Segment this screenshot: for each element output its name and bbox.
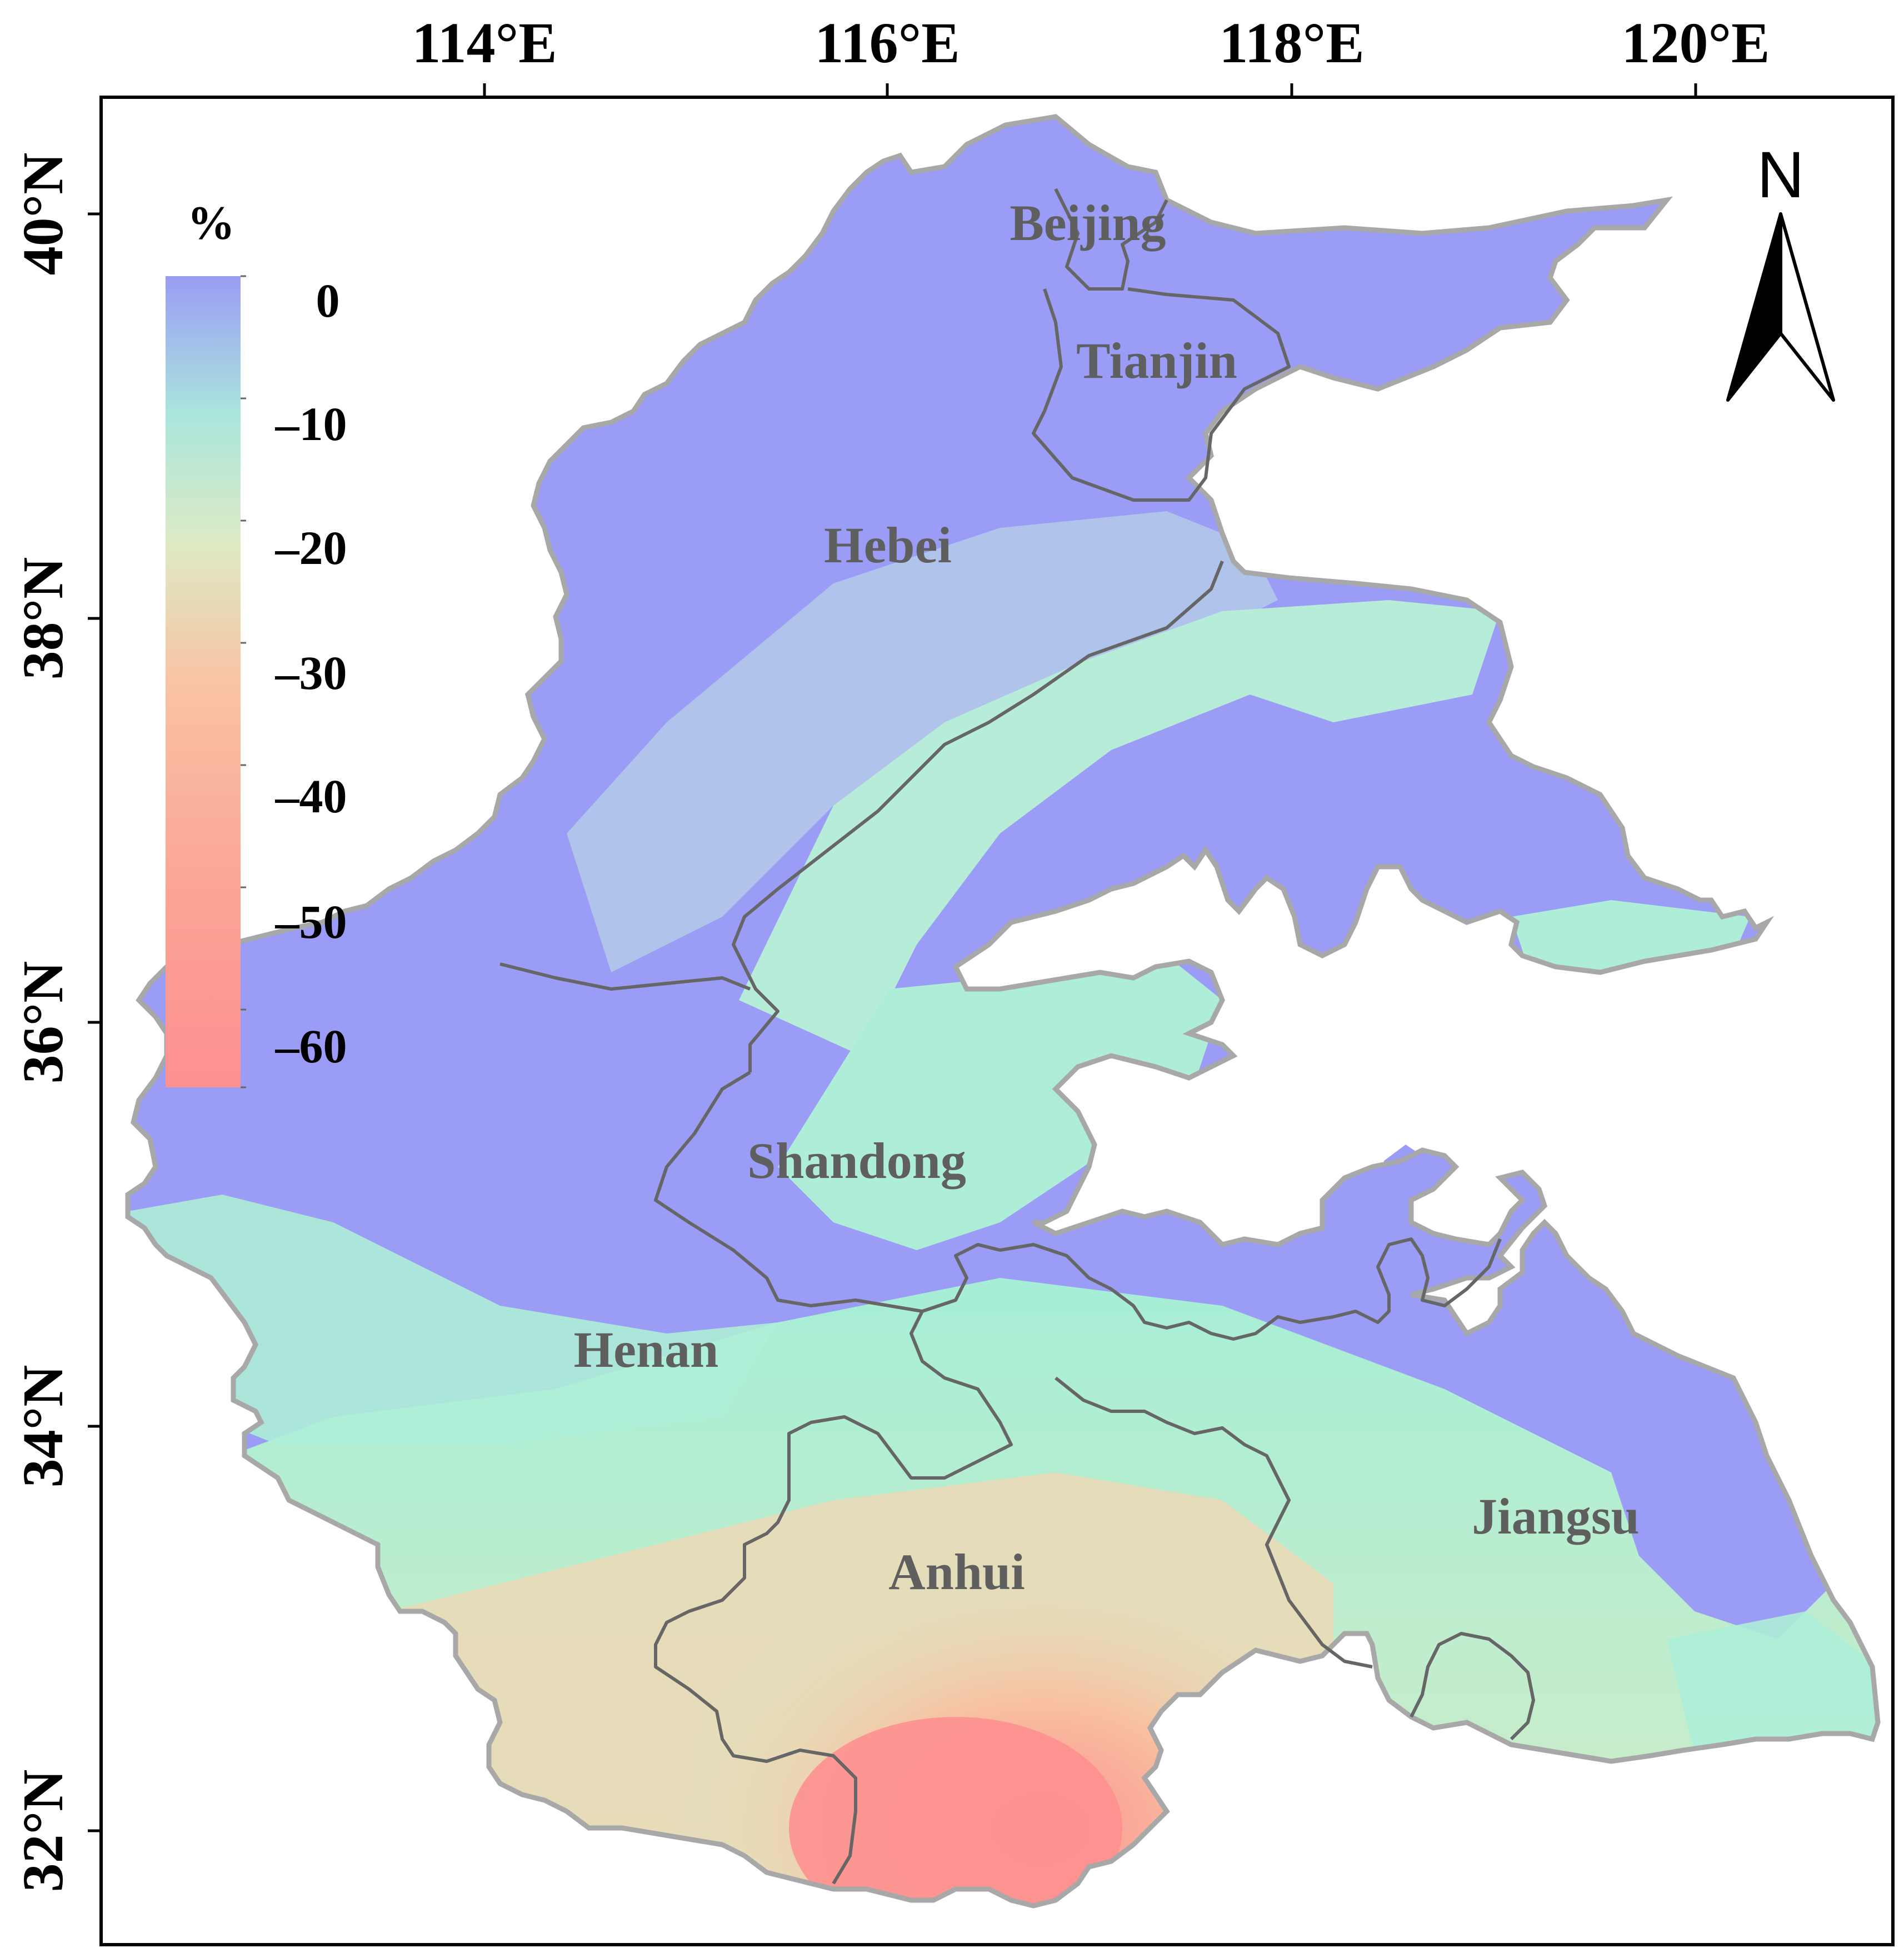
x-tick-label: 116°E: [814, 11, 960, 75]
legend-tick-label: 0: [316, 274, 340, 327]
legend-tick-label: –40: [275, 770, 347, 823]
raster-henan-west: [128, 1195, 778, 1445]
raster-shandong-north: [739, 600, 1500, 1056]
label-jiangsu: Jiangsu: [1472, 1488, 1640, 1545]
boundary-tianjin: [1032, 287, 1291, 502]
label-hebei: Hebei: [824, 517, 952, 573]
legend-unit: %: [187, 196, 235, 249]
label-tianjin: Tianjin: [1076, 332, 1237, 389]
north-arrow: N: [1726, 138, 1835, 402]
north-arrow-left-half: [1726, 212, 1782, 402]
boundary-beijing: [1054, 188, 1168, 291]
x-axis-ticks: [483, 83, 1697, 97]
x-axis-labels: 114°E 116°E 118°E 120°E: [412, 11, 1770, 75]
label-henan: Henan: [574, 1321, 719, 1378]
boundary-anhui-jiangsu: [1055, 1376, 1373, 1669]
boundary-jiangsu-inner: [1410, 1632, 1535, 1741]
boundary-henan-anhui: [654, 1310, 1013, 1885]
boundary-shandong-henan: [654, 1071, 923, 1313]
boundary-hebei-henan: [499, 962, 751, 991]
raster-south-red-core: [789, 1717, 1122, 1906]
legend-tick-label: –60: [275, 1020, 347, 1073]
y-axis-labels: 40°N 38°N 36°N 34°N 32°N: [11, 153, 75, 1892]
land-raster: [128, 117, 1878, 1906]
x-tick-label: 118°E: [1219, 11, 1364, 75]
x-tick-label: 120°E: [1622, 11, 1770, 75]
label-shandong: Shandong: [747, 1132, 966, 1189]
legend-color-bar: [166, 276, 241, 1087]
legend: % 0 –10 –20 –30 –40 –50 –60: [166, 196, 347, 1088]
y-tick-label: 32°N: [11, 1770, 75, 1892]
province-boundaries: [499, 188, 1535, 1885]
boundary-shandong-jiangsu: [922, 1237, 1502, 1341]
raster-shandong-east: [778, 956, 1222, 1250]
legend-tick-label: –10: [275, 397, 347, 451]
legend-tick-label: –50: [275, 895, 347, 948]
y-tick-label: 36°N: [11, 961, 75, 1084]
raster-jiangsu-coast: [1667, 1611, 1878, 1756]
y-tick-label: 40°N: [11, 153, 75, 276]
north-arrow-right-half: [1779, 212, 1835, 402]
legend-tick-label: –30: [275, 646, 347, 700]
label-beijing: Beijing: [1010, 194, 1166, 251]
raster-jiangsu-east: [1500, 1250, 1833, 1639]
province-labels: Beijing Tianjin Hebei Shandong Henan Anh…: [574, 194, 1640, 1600]
boundary-hebei-shandong: [732, 560, 1224, 1072]
legend-tick-label: –20: [275, 521, 347, 575]
label-anhui: Anhui: [888, 1544, 1025, 1600]
y-axis-ticks: [88, 212, 101, 1832]
x-tick-label: 114°E: [412, 11, 557, 75]
y-tick-label: 38°N: [11, 557, 75, 680]
north-label: N: [1757, 138, 1804, 212]
y-tick-label: 34°N: [11, 1365, 75, 1488]
